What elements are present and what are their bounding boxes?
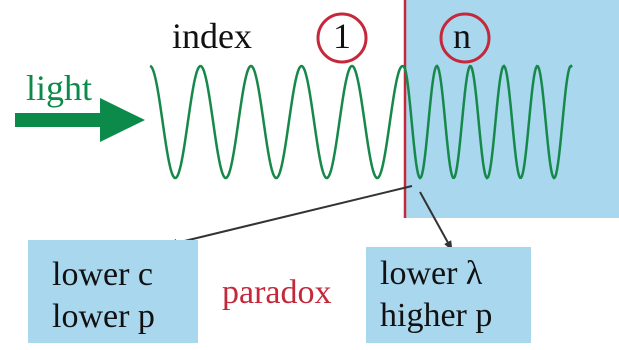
right-box-line-1: lower λ [380,255,483,292]
index-label: index [172,16,252,56]
medium-n-label: n [453,16,471,56]
right-info-box: lower λ higher p [366,247,531,343]
left-info-box: lower c lower p [28,240,198,343]
pointer-to-right-box [419,191,453,251]
arrow-right-icon [15,98,145,142]
left-box-line-2: lower p [52,298,155,335]
paradox-label: paradox [222,274,332,311]
medium-1-label: 1 [333,16,351,56]
right-box-line-2: higher p [380,297,493,334]
medium-n-circle [439,12,491,64]
pointer-to-left-box [167,185,413,247]
light-wave [149,64,573,180]
medium-1-circle [316,12,368,64]
light-label: light [26,68,93,108]
left-box-line-1: lower c [52,256,154,293]
